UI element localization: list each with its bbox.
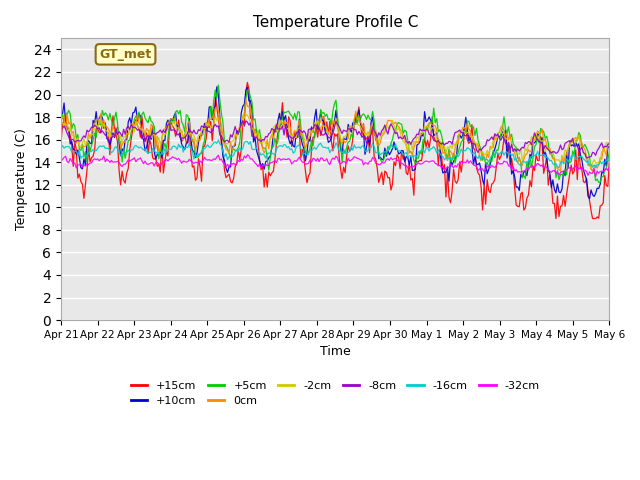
Legend: +15cm, +10cm, +5cm, 0cm, -2cm, -8cm, -16cm, -32cm: +15cm, +10cm, +5cm, 0cm, -2cm, -8cm, -16…: [126, 376, 544, 411]
Text: GT_met: GT_met: [99, 48, 152, 61]
Y-axis label: Temperature (C): Temperature (C): [15, 128, 28, 230]
Title: Temperature Profile C: Temperature Profile C: [253, 15, 418, 30]
X-axis label: Time: Time: [320, 345, 351, 359]
